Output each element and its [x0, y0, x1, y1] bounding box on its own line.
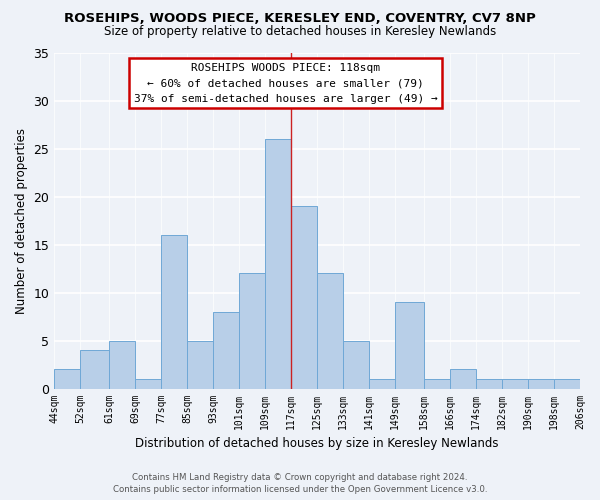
X-axis label: Distribution of detached houses by size in Keresley Newlands: Distribution of detached houses by size …	[136, 437, 499, 450]
Bar	[476, 379, 502, 388]
Bar	[109, 340, 136, 388]
Bar	[528, 379, 554, 388]
Bar	[317, 274, 343, 388]
Bar	[136, 379, 161, 388]
Text: ROSEHIPS, WOODS PIECE, KERESLEY END, COVENTRY, CV7 8NP: ROSEHIPS, WOODS PIECE, KERESLEY END, COV…	[64, 12, 536, 26]
Bar	[554, 379, 580, 388]
Bar	[291, 206, 317, 388]
Y-axis label: Number of detached properties: Number of detached properties	[15, 128, 28, 314]
Bar	[265, 139, 291, 388]
Bar	[450, 370, 476, 388]
Bar	[502, 379, 528, 388]
Bar	[54, 370, 80, 388]
Bar	[369, 379, 395, 388]
Bar	[343, 340, 369, 388]
Text: Size of property relative to detached houses in Keresley Newlands: Size of property relative to detached ho…	[104, 25, 496, 38]
Bar	[214, 312, 239, 388]
Bar	[161, 235, 187, 388]
Text: ROSEHIPS WOODS PIECE: 118sqm
← 60% of detached houses are smaller (79)
37% of se: ROSEHIPS WOODS PIECE: 118sqm ← 60% of de…	[134, 62, 437, 104]
Bar	[424, 379, 450, 388]
Bar	[187, 340, 214, 388]
Bar	[395, 302, 424, 388]
Bar	[80, 350, 109, 389]
Text: Contains HM Land Registry data © Crown copyright and database right 2024.
Contai: Contains HM Land Registry data © Crown c…	[113, 472, 487, 494]
Bar	[239, 274, 265, 388]
